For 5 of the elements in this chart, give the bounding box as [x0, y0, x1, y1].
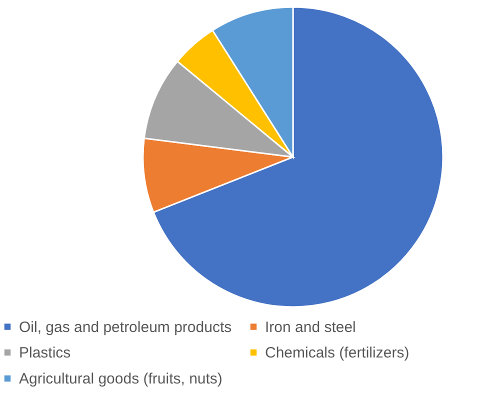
legend-label: Plastics	[19, 344, 71, 362]
legend-label: Agricultural goods (fruits, nuts)	[19, 370, 222, 388]
legend-label: Iron and steel	[265, 318, 356, 336]
legend-label: Oil, gas and petroleum products	[19, 318, 232, 336]
legend-label: Chemicals (fertilizers)	[265, 344, 410, 362]
